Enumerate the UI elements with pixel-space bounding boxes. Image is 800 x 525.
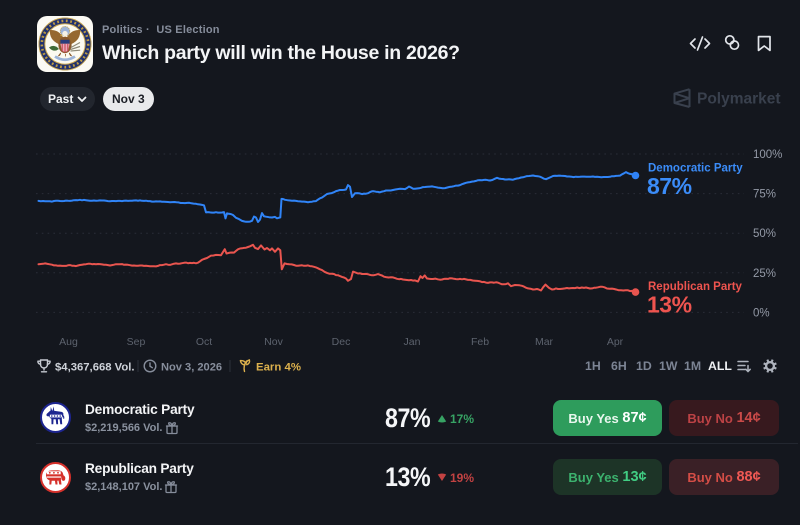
svg-text:Democratic Party: Democratic Party xyxy=(648,163,743,175)
svg-text:Oct: Oct xyxy=(196,336,212,348)
svg-text:87%: 87% xyxy=(647,173,692,199)
svg-text:Sep: Sep xyxy=(127,336,146,348)
svg-text:Aug: Aug xyxy=(59,336,78,348)
svg-text:Earn 4%: Earn 4% xyxy=(256,362,301,374)
svg-text:Polymarket: Polymarket xyxy=(697,91,781,108)
svg-text:25%: 25% xyxy=(753,268,776,280)
svg-text:Dec: Dec xyxy=(332,336,351,348)
svg-text:75%: 75% xyxy=(753,189,776,201)
svg-text:13%: 13% xyxy=(647,292,692,318)
svg-text:Nov 3, 2026: Nov 3, 2026 xyxy=(161,362,222,374)
svg-text:100%: 100% xyxy=(753,149,782,161)
svg-text:50%: 50% xyxy=(753,228,776,240)
svg-text:0%: 0% xyxy=(753,307,770,319)
svg-text:Republican Party: Republican Party xyxy=(648,281,743,293)
svg-text:Apr: Apr xyxy=(607,336,624,348)
svg-text:Mar: Mar xyxy=(535,336,554,348)
svg-text:$4,367,668 Vol.: $4,367,668 Vol. xyxy=(55,362,135,374)
svg-text:Feb: Feb xyxy=(471,336,489,348)
svg-text:Nov: Nov xyxy=(264,336,283,348)
svg-text:Jan: Jan xyxy=(404,336,421,348)
